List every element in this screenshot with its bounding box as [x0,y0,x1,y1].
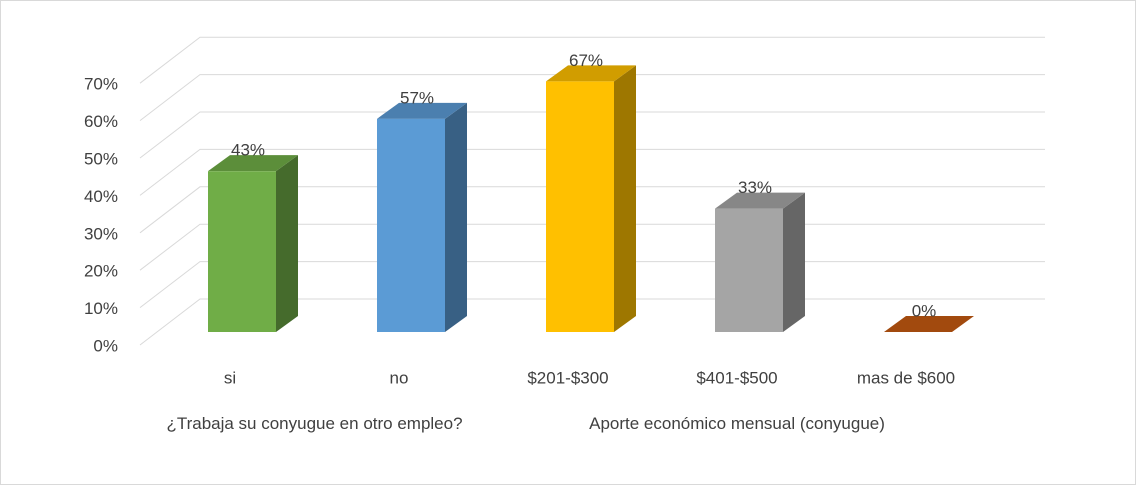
bar-side [614,65,636,333]
group-label: ¿Trabaja su conyugue en otro empleo? [166,414,463,433]
data-label: 57% [400,88,434,107]
group-label: Aporte económico mensual (conyugue) [589,414,885,433]
grid-line [139,74,1045,121]
grid-line [139,186,1045,234]
bar-side [445,102,467,332]
y-tick-label: 10% [84,299,118,318]
bar [208,171,276,332]
bar-top [377,102,467,119]
y-tick-label: 0% [93,336,118,355]
bar-side [276,155,298,332]
bar [715,208,783,332]
data-label: 33% [738,178,772,197]
x-tick-label: $201-$300 [527,368,608,387]
bar [546,81,614,332]
x-tick-label: no [390,368,409,387]
y-tick-label: 20% [84,262,118,281]
grid-line [139,36,1045,84]
bar [377,118,445,332]
y-tick-label: 30% [84,224,118,243]
data-label: 0% [912,301,937,320]
bar-top [715,192,805,209]
bar-top [884,316,974,332]
data-label: 43% [231,141,265,160]
y-tick-label: 50% [84,149,118,168]
x-tick-label: mas de $600 [857,368,955,387]
y-tick-label: 60% [84,112,118,131]
data-label: 67% [569,51,603,70]
y-tick-label: 70% [84,75,118,94]
grid-line [139,148,1045,196]
y-tick-label: 40% [84,187,118,206]
x-tick-label: $401-$500 [696,368,777,387]
bar-top [546,65,636,82]
bar-top [208,155,298,172]
bar-side [783,192,805,332]
grid-line [139,111,1045,159]
x-tick-label: si [224,368,236,387]
